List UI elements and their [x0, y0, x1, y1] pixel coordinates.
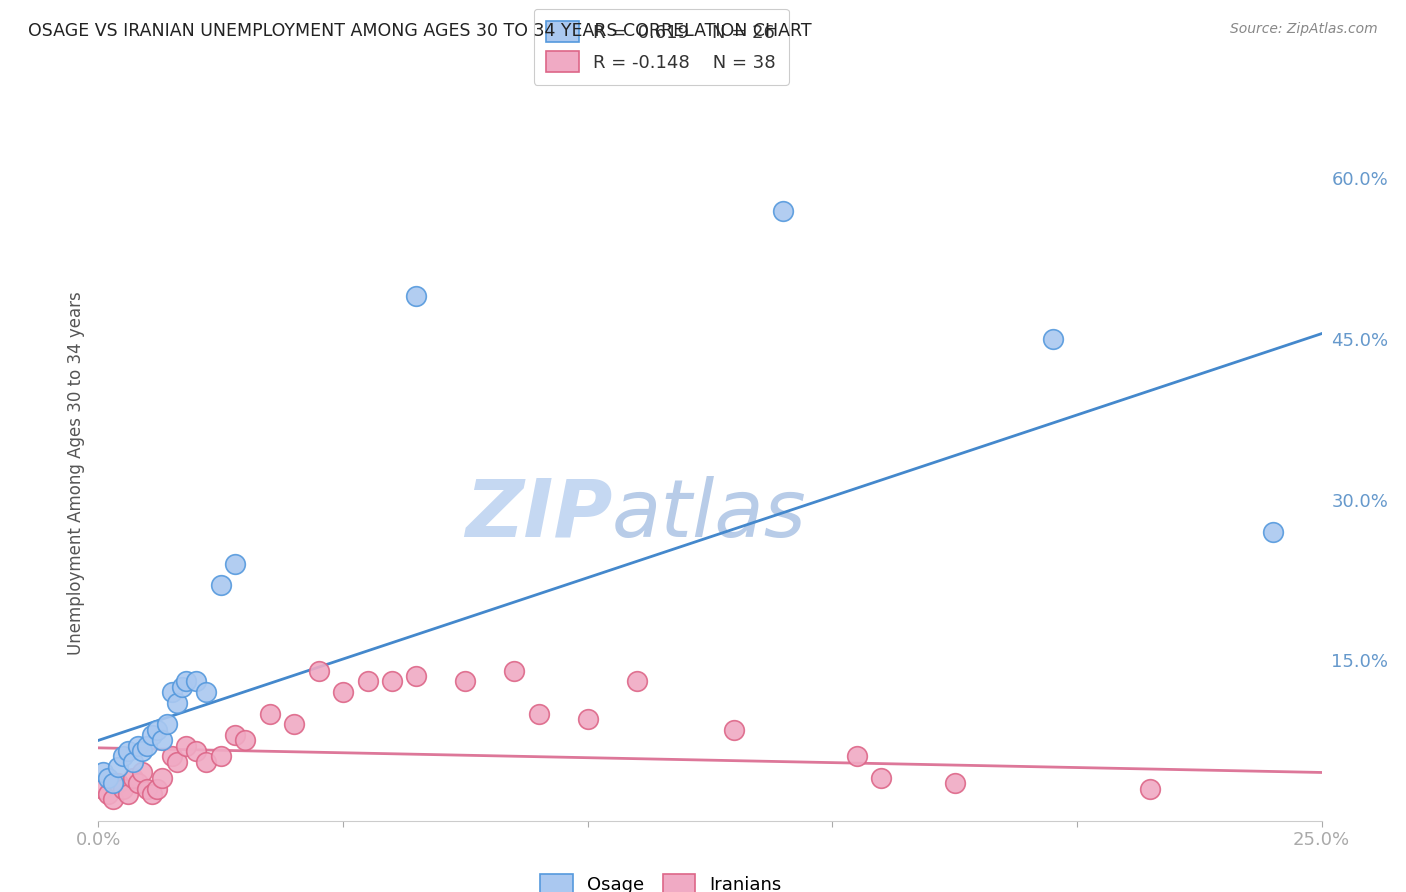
Point — [308, 664, 330, 678]
Point — [121, 771, 143, 785]
Point — [1139, 781, 1161, 796]
Point — [91, 765, 114, 780]
Legend: Osage, Iranians: Osage, Iranians — [533, 867, 789, 892]
Point — [943, 776, 966, 790]
Text: ZIP: ZIP — [465, 475, 612, 554]
Point — [381, 674, 404, 689]
Point — [186, 744, 208, 758]
Point — [141, 728, 163, 742]
Point — [224, 728, 246, 742]
Point — [176, 674, 198, 689]
Point — [121, 755, 143, 769]
Point — [195, 685, 218, 699]
Point — [136, 781, 159, 796]
Point — [224, 557, 246, 571]
Point — [136, 739, 159, 753]
Point — [454, 674, 477, 689]
Point — [97, 771, 120, 785]
Point — [101, 776, 124, 790]
Point — [101, 792, 124, 806]
Point — [156, 717, 179, 731]
Point — [405, 669, 427, 683]
Point — [117, 744, 139, 758]
Point — [332, 685, 354, 699]
Text: atlas: atlas — [612, 475, 807, 554]
Text: OSAGE VS IRANIAN UNEMPLOYMENT AMONG AGES 30 TO 34 YEARS CORRELATION CHART: OSAGE VS IRANIAN UNEMPLOYMENT AMONG AGES… — [28, 22, 811, 40]
Point — [111, 749, 134, 764]
Point — [405, 289, 427, 303]
Point — [107, 776, 129, 790]
Point — [150, 733, 173, 747]
Point — [723, 723, 745, 737]
Point — [146, 781, 169, 796]
Point — [209, 749, 232, 764]
Point — [160, 685, 183, 699]
Point — [150, 771, 173, 785]
Point — [146, 723, 169, 737]
Point — [356, 674, 378, 689]
Point — [97, 787, 120, 801]
Point — [209, 578, 232, 592]
Point — [166, 755, 188, 769]
Point — [160, 749, 183, 764]
Point — [626, 674, 648, 689]
Point — [117, 787, 139, 801]
Point — [259, 706, 281, 721]
Point — [233, 733, 256, 747]
Point — [91, 781, 114, 796]
Point — [527, 706, 550, 721]
Point — [170, 680, 193, 694]
Point — [186, 674, 208, 689]
Point — [845, 749, 868, 764]
Point — [1261, 524, 1284, 539]
Point — [107, 760, 129, 774]
Point — [111, 781, 134, 796]
Y-axis label: Unemployment Among Ages 30 to 34 years: Unemployment Among Ages 30 to 34 years — [66, 291, 84, 655]
Text: Source: ZipAtlas.com: Source: ZipAtlas.com — [1230, 22, 1378, 37]
Point — [283, 717, 305, 731]
Point — [127, 776, 149, 790]
Point — [131, 744, 153, 758]
Point — [176, 739, 198, 753]
Point — [127, 739, 149, 753]
Point — [141, 787, 163, 801]
Point — [503, 664, 526, 678]
Point — [576, 712, 599, 726]
Point — [195, 755, 218, 769]
Point — [772, 203, 794, 218]
Point — [870, 771, 893, 785]
Point — [131, 765, 153, 780]
Point — [1042, 332, 1064, 346]
Point — [166, 696, 188, 710]
